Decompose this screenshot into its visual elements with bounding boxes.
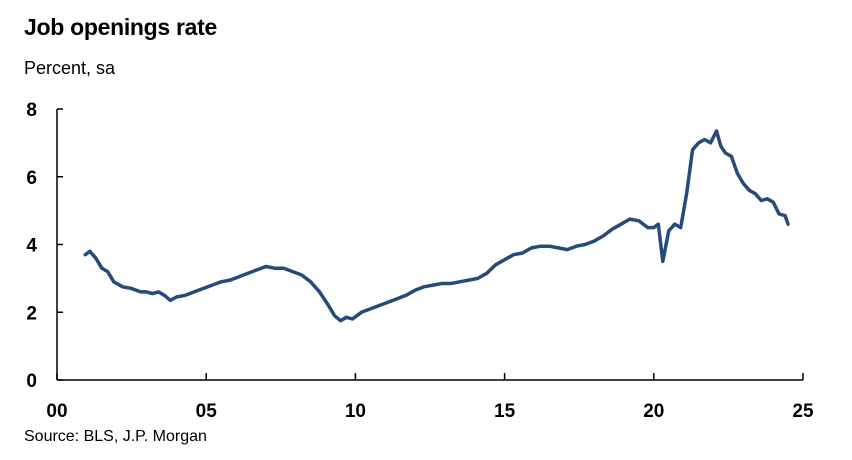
x-tick-label: 05 <box>196 401 218 422</box>
x-tick-label: 20 <box>643 401 664 422</box>
chart-title: Job openings rate <box>24 14 217 40</box>
x-tick-label: 25 <box>792 401 814 422</box>
job-openings-rate-line <box>83 129 790 323</box>
y-tick-label: 0 <box>26 371 37 392</box>
source-note: Source: BLS, J.P. Morgan <box>24 428 207 445</box>
y-tick-label: 4 <box>26 236 37 257</box>
y-tick-label: 2 <box>26 303 37 324</box>
x-tick-label: 15 <box>494 401 516 422</box>
y-tick-label: 6 <box>26 168 37 189</box>
x-tick-label: 00 <box>46 401 67 422</box>
x-tick-label: 10 <box>345 401 366 422</box>
chart-subtitle: Percent, sa <box>24 58 116 78</box>
y-tick-label: 8 <box>26 100 37 121</box>
